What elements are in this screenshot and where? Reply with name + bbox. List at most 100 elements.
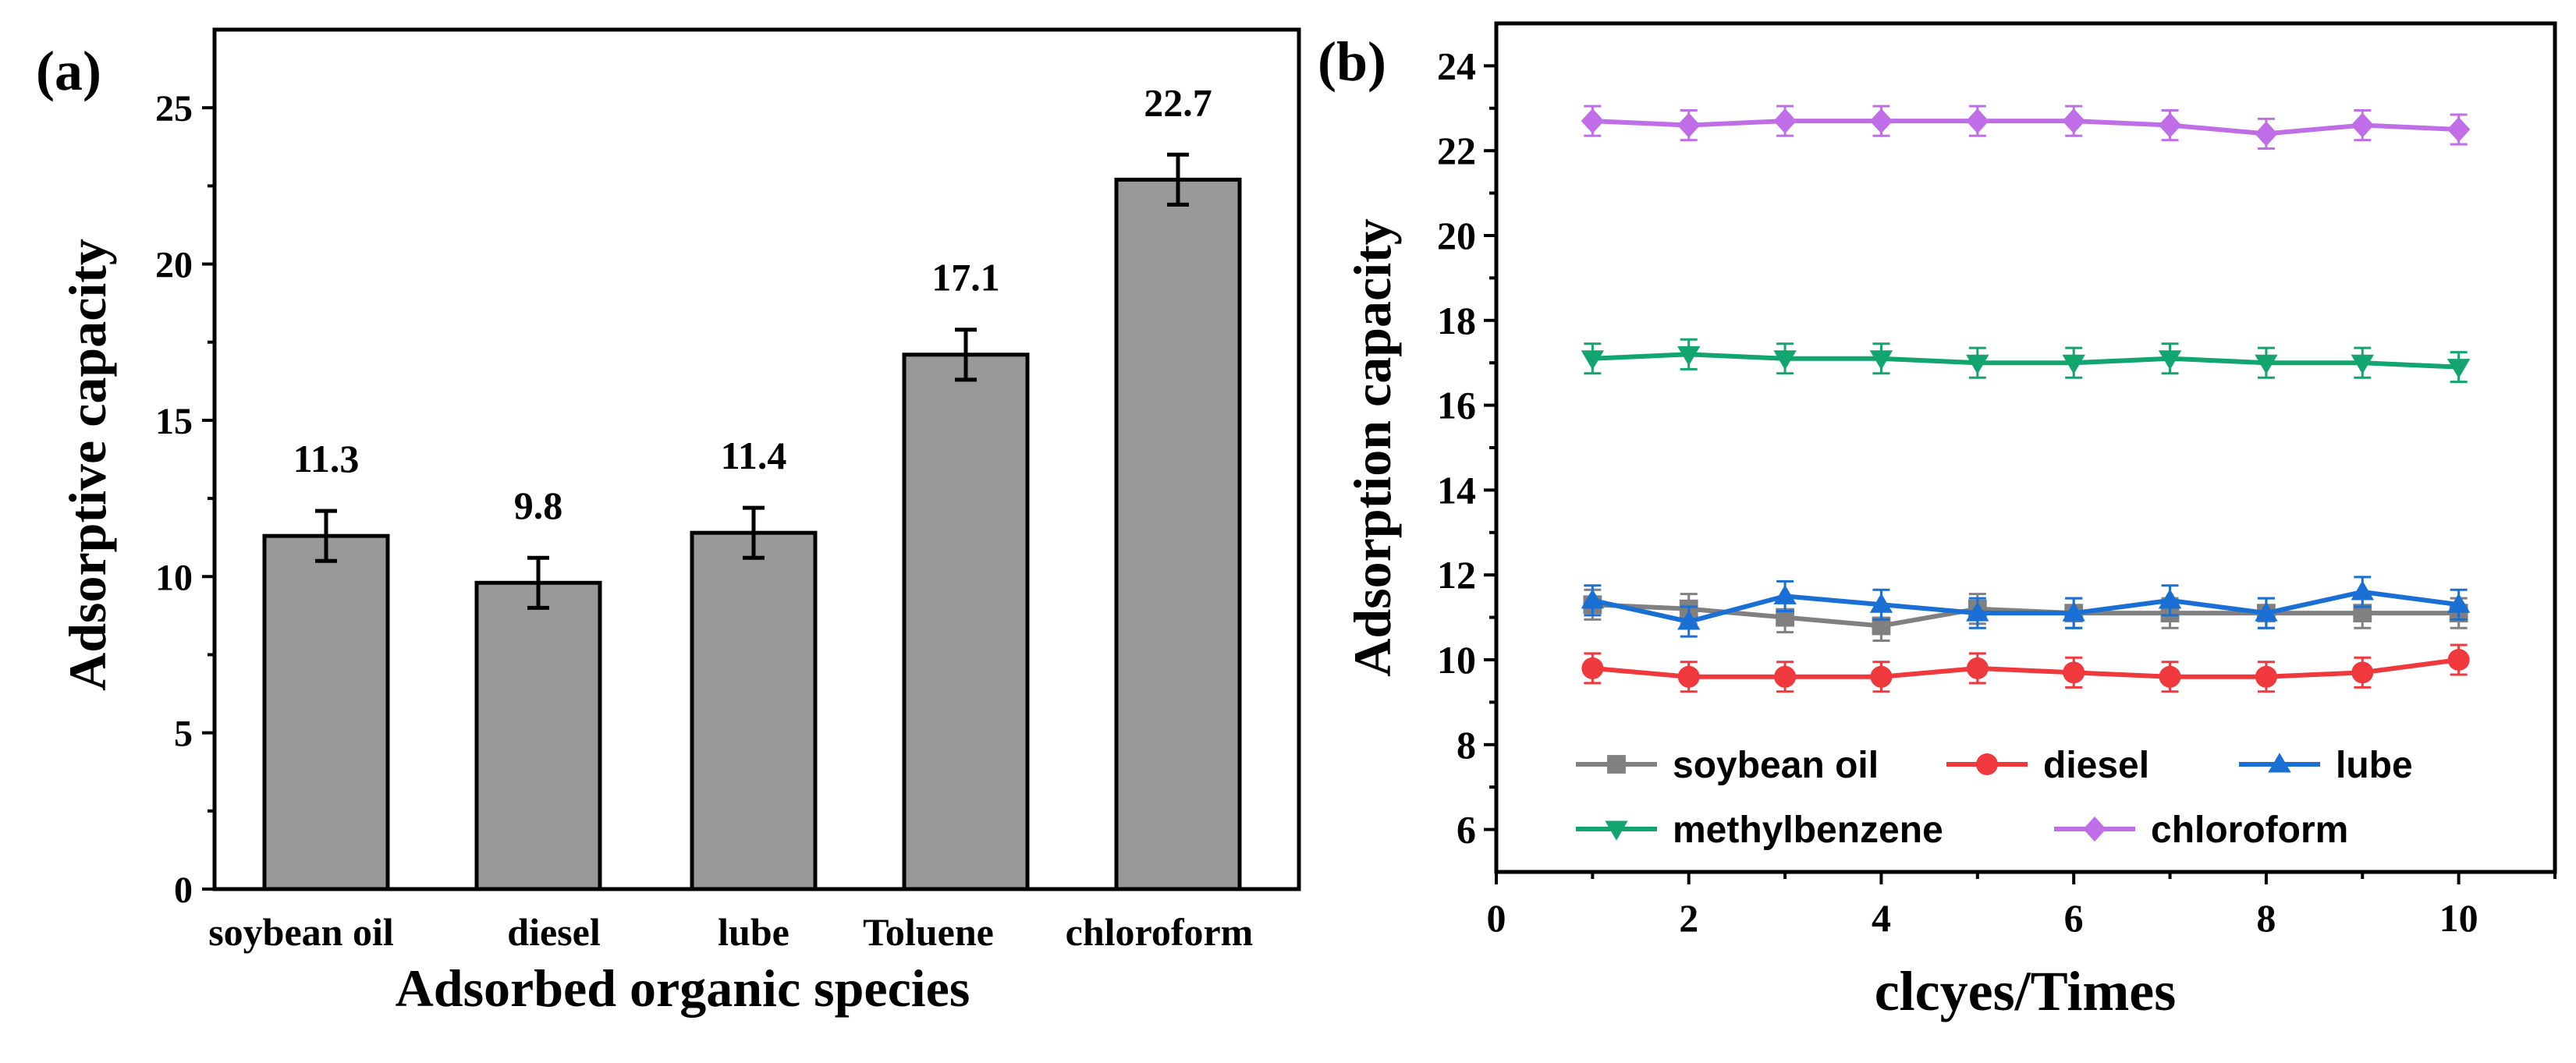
x-tick-label: 8 bbox=[2256, 896, 2276, 940]
marker-triangle-down bbox=[1773, 350, 1797, 370]
x-axis-title: Adsorbed organic species bbox=[396, 958, 970, 1018]
y-tick-label: 5 bbox=[174, 714, 193, 755]
y-tick-label: 8 bbox=[1457, 723, 1476, 767]
marker-triangle-up bbox=[2351, 580, 2374, 601]
bar bbox=[902, 353, 1030, 891]
series-diesel bbox=[1581, 643, 2470, 693]
data-label: 11.3 bbox=[293, 437, 360, 480]
legend-label: methylbenzene bbox=[1673, 810, 1943, 851]
x-axis-title: clcyes/Times bbox=[1875, 960, 2177, 1022]
marker-diamond bbox=[2446, 116, 2471, 143]
legend-item: chloroform bbox=[2054, 810, 2348, 851]
y-tick-label: 25 bbox=[155, 88, 193, 129]
bar bbox=[1114, 177, 1242, 891]
marker-triangle-down bbox=[2062, 354, 2085, 374]
marker-triangle-up bbox=[2158, 589, 2182, 609]
marker-square bbox=[1607, 755, 1626, 774]
marker-circle bbox=[1976, 753, 1998, 775]
y-tick-label: 14 bbox=[1437, 468, 1476, 512]
marker-triangle-down bbox=[2446, 359, 2471, 379]
marker-triangle-down bbox=[2255, 354, 2278, 374]
x-category-label: soybean oil bbox=[208, 910, 394, 954]
series-chloroform bbox=[1581, 105, 2471, 150]
marker-diamond bbox=[1966, 108, 1989, 134]
x-category-label: lube bbox=[718, 910, 789, 954]
marker-triangle-down bbox=[1581, 350, 1605, 370]
marker-circle bbox=[1870, 665, 1893, 688]
legend-label: chloroform bbox=[2151, 810, 2348, 851]
y-tick-label: 20 bbox=[155, 245, 193, 286]
data-label: 17.1 bbox=[931, 256, 1000, 299]
marker-diamond bbox=[1869, 108, 1893, 134]
y-tick-label: 0 bbox=[174, 870, 193, 911]
marker-square bbox=[1872, 616, 1891, 636]
marker-diamond bbox=[2351, 112, 2374, 138]
x-category-label: Toluene bbox=[863, 910, 994, 954]
marker-square bbox=[2353, 604, 2372, 623]
panel-label: (a) bbox=[36, 40, 101, 102]
panel-a-bar-chart: 0 5 10 15 20 25 11.3 soybean oil 9.8 diesel 11.4 lu… bbox=[36, 27, 1301, 1018]
y-axis-title: Adsorption capacity bbox=[1343, 218, 1402, 676]
marker-diamond bbox=[1581, 108, 1605, 134]
bar bbox=[262, 533, 390, 891]
marker-diamond bbox=[2158, 112, 2182, 138]
marker-circle bbox=[1677, 665, 1700, 688]
marker-triangle-down bbox=[1605, 820, 1628, 841]
legend-label: diesel bbox=[2043, 745, 2149, 786]
series-line bbox=[1592, 657, 2460, 679]
bar bbox=[474, 580, 602, 891]
marker-triangle-up bbox=[2446, 593, 2471, 613]
x-tick-label: 6 bbox=[2064, 896, 2084, 940]
data-label: 22.7 bbox=[1144, 80, 1212, 124]
series-line bbox=[1592, 352, 2459, 370]
legend-label: soybean oil bbox=[1673, 745, 1879, 786]
marker-circle bbox=[1581, 657, 1604, 679]
legend: soybean oil diesel lube methylbenzene chloro… bbox=[1576, 745, 2413, 851]
y-tick-label: 15 bbox=[155, 401, 193, 442]
x-tick-label: 10 bbox=[2439, 896, 2478, 940]
legend-item: diesel bbox=[1946, 745, 2149, 786]
marker-diamond bbox=[1773, 108, 1797, 134]
x-tick-label: 0 bbox=[1487, 896, 1506, 940]
panel-label: (b) bbox=[1318, 30, 1386, 93]
y-axis-title: Adsorptive capacity bbox=[58, 239, 117, 691]
y-tick-label: 18 bbox=[1437, 299, 1476, 342]
bar bbox=[690, 530, 818, 891]
marker-triangle-down bbox=[2351, 354, 2374, 374]
marker-diamond bbox=[2255, 121, 2278, 147]
legend-item: lube bbox=[2239, 745, 2413, 786]
x-category-label: diesel bbox=[507, 910, 601, 954]
data-label: 9.8 bbox=[514, 484, 563, 527]
legend-item: methylbenzene bbox=[1576, 810, 1943, 851]
marker-triangle-up bbox=[1966, 601, 1989, 622]
marker-triangle-down bbox=[1966, 354, 1989, 374]
y-tick-label: 20 bbox=[1437, 214, 1476, 257]
marker-diamond bbox=[2062, 108, 2085, 134]
marker-triangle-up bbox=[1869, 593, 1893, 613]
y-tick-label: 12 bbox=[1437, 553, 1476, 597]
x-tick-label: 4 bbox=[1872, 896, 1891, 940]
marker-square bbox=[1776, 608, 1794, 627]
marker-triangle-up bbox=[2268, 753, 2291, 773]
legend-label: lube bbox=[2336, 745, 2413, 786]
marker-circle bbox=[2063, 661, 2085, 684]
series-line bbox=[1592, 119, 2459, 136]
y-tick-label: 22 bbox=[1437, 129, 1476, 172]
marker-circle bbox=[1966, 657, 1989, 679]
x-category-label: chloroform bbox=[1066, 910, 1254, 954]
marker-circle bbox=[2447, 649, 2470, 671]
marker-circle bbox=[2159, 665, 2181, 688]
marker-diamond bbox=[2083, 816, 2106, 842]
marker-triangle-down bbox=[1869, 350, 1893, 370]
marker-circle bbox=[1774, 665, 1797, 688]
marker-triangle-down bbox=[2158, 350, 2182, 370]
marker-triangle-up bbox=[1677, 610, 1701, 630]
marker-triangle-down bbox=[1677, 345, 1701, 367]
y-tick-label: 10 bbox=[155, 557, 193, 598]
marker-triangle-up bbox=[2255, 601, 2278, 622]
y-tick-label: 10 bbox=[1437, 638, 1476, 682]
legend-item: soybean oil bbox=[1576, 745, 1879, 786]
x-tick-label: 2 bbox=[1679, 896, 1698, 940]
